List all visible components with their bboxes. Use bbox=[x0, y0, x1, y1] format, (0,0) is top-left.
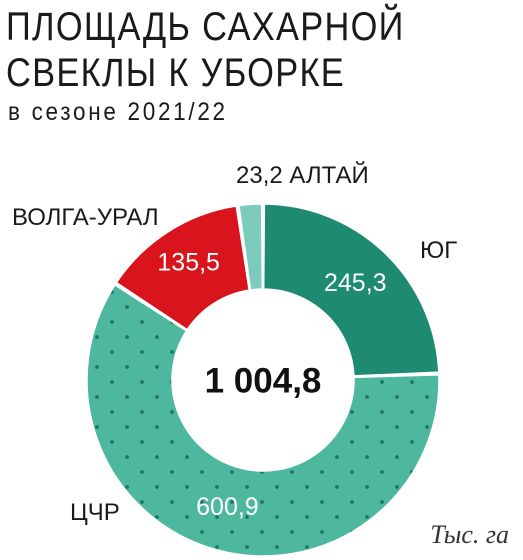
chart-title-line-1: ПЛОЩАДЬ САХАРНОЙ bbox=[6, 5, 405, 49]
slice-name-юг: ЮГ bbox=[420, 237, 457, 264]
slice-value-юг: 245,3 bbox=[324, 269, 387, 297]
slice-name-цчр: ЦЧР bbox=[70, 499, 120, 526]
donut-slice-волга-урал bbox=[115, 205, 250, 331]
chart-title-line-2: СВЕКЛЫ К УБОРКЕ bbox=[6, 51, 346, 95]
donut-slice-юг bbox=[262, 203, 440, 377]
donut-labels: 245,3 ЮГ 600,9 ЦЧР 135,5 ВОЛГА-УРАЛ 23,2 АЛТАЙ bbox=[12, 161, 457, 526]
slice-name-волга-урал: ВОЛГА-УРАЛ bbox=[12, 204, 159, 231]
chart-subtitle: в сезоне 2021/22 bbox=[8, 98, 228, 126]
donut-slices bbox=[86, 203, 440, 557]
slice-value-цчр: 600,9 bbox=[196, 493, 259, 521]
donut-total: 1 004,8 bbox=[205, 361, 322, 400]
chart-title: ПЛОЩАДЬ САХАРНОЙ СВЕКЛЫ К УБОРКЕ bbox=[6, 4, 405, 96]
slice-label-алтай: 23,2 АЛТАЙ bbox=[236, 161, 369, 189]
donut-slice-алтай bbox=[238, 203, 264, 291]
donut-slice-цчр bbox=[86, 283, 440, 557]
slice-value-волга-урал: 135,5 bbox=[157, 248, 220, 276]
unit-label: Тыс. га bbox=[430, 520, 509, 549]
